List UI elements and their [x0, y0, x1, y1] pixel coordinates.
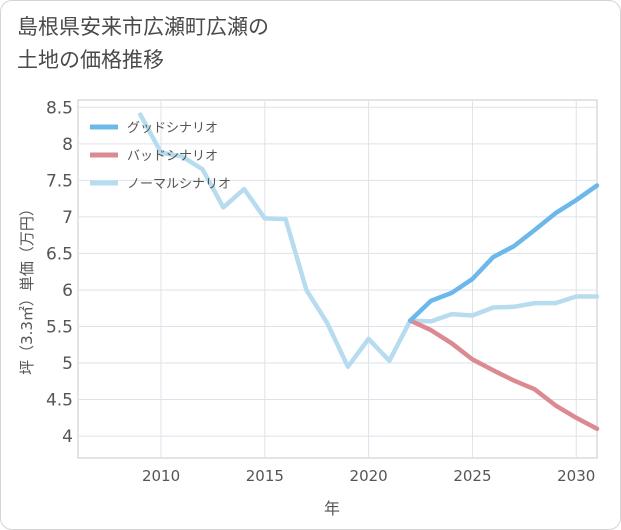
legend-label: バッドシナリオ	[127, 149, 218, 164]
y-axis-label: 坪（3.3㎡）単価（万円）	[18, 201, 36, 375]
x-tick-label: 2025	[453, 467, 491, 485]
series-line-0	[407, 183, 600, 323]
y-tick-label: 4	[62, 427, 73, 447]
chart-title: 島根県安来市広瀬町広瀬の 土地の価格推移	[17, 11, 377, 77]
x-tick-label: 2020	[350, 467, 388, 485]
y-tick-label: 4.5	[46, 391, 73, 411]
x-tick-label: 2010	[142, 467, 180, 485]
x-tick-label: 2030	[557, 467, 595, 485]
y-tick-label: 6	[62, 281, 73, 301]
series-line-1	[407, 318, 600, 432]
legend-label: グッドシナリオ	[127, 121, 218, 136]
y-tick-label: 8	[62, 135, 73, 155]
chart-title-line-2: 土地の価格推移	[17, 48, 164, 72]
y-tick-label: 5	[62, 354, 73, 374]
series-line-2	[138, 112, 600, 369]
chart-title-line-1: 島根県安来市広瀬町広瀬の	[17, 15, 269, 39]
y-tick-label: 7	[62, 208, 73, 228]
x-tick-label: 2015	[246, 467, 284, 485]
y-tick-label: 6.5	[46, 244, 73, 264]
y-tick-label: 8.5	[46, 98, 73, 118]
y-axis-ticks: 4 4.5 5 5.5 6 6.5 7 7.5 8 8.5	[46, 98, 73, 447]
y-tick-label: 5.5	[46, 317, 73, 337]
series-lines	[138, 112, 600, 432]
legend-label: ノーマルシナリオ	[127, 177, 231, 192]
x-axis-label: 年	[324, 499, 340, 518]
x-axis-ticks: 2010 2015 2020 2025 2030	[142, 467, 595, 485]
plot-area	[77, 99, 598, 459]
y-tick-label: 7.5	[46, 171, 73, 191]
grid-lines	[78, 100, 597, 458]
